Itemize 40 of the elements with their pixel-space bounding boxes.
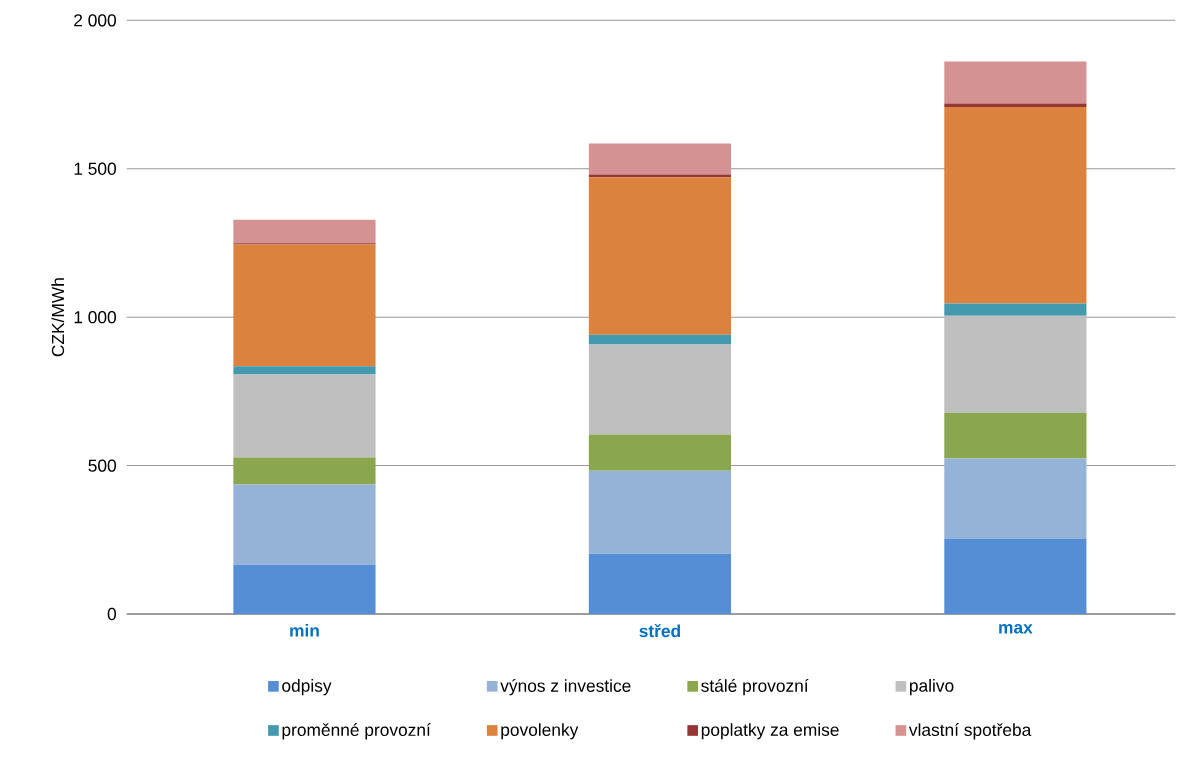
bar	[233, 457, 376, 485]
bar	[233, 244, 376, 366]
legend-label: stálé provozní	[701, 678, 809, 696]
bar	[588, 143, 732, 175]
legend-label: odpisy	[282, 678, 332, 696]
bar	[233, 564, 376, 614]
bar	[588, 553, 732, 614]
x-tick-label: střed	[639, 623, 680, 637]
legend-label: výnos z investice	[500, 678, 631, 696]
bar	[588, 334, 732, 345]
bar	[233, 219, 376, 244]
x-tick-label: max	[999, 623, 1033, 634]
legend-label: proměnné provozní	[282, 722, 431, 740]
y-tick-label: 1 500	[74, 162, 116, 175]
y-axis-title: CZK/MWh	[51, 278, 65, 357]
bar	[233, 374, 376, 458]
legend-label: povolenky	[501, 722, 579, 740]
y-tick-label: 1 000	[74, 310, 116, 324]
y-tick-label: 0	[107, 607, 117, 620]
legend-label: vlastní spotřeba	[908, 722, 1032, 740]
legend-label: poplatky za emise	[701, 722, 839, 740]
bar	[588, 344, 732, 435]
y-tick-label: 2 000	[74, 13, 116, 27]
bar	[944, 106, 1087, 304]
bar	[944, 315, 1087, 413]
bar	[588, 434, 732, 471]
bar	[944, 458, 1087, 539]
bar	[944, 61, 1087, 104]
x-tick-label: min	[290, 623, 319, 637]
bar	[588, 174, 732, 178]
bar	[944, 303, 1087, 316]
bar	[588, 470, 732, 554]
bar	[944, 103, 1087, 107]
y-tick-label: 500	[88, 459, 117, 472]
bar	[944, 412, 1087, 459]
legend-label: palivo	[909, 678, 954, 696]
bar	[944, 538, 1087, 614]
bar	[588, 177, 732, 335]
bar	[233, 365, 376, 375]
bar	[233, 484, 376, 565]
